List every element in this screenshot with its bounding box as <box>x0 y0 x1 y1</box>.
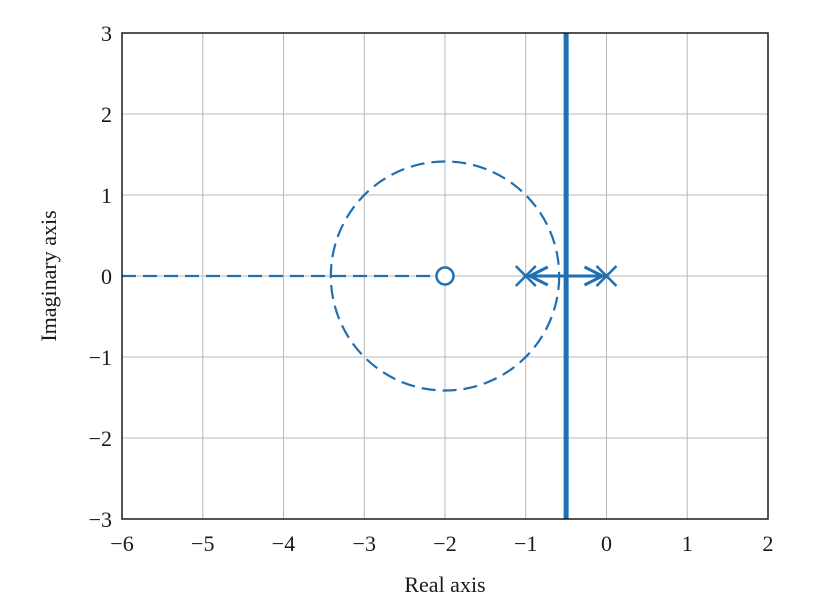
plot-frame <box>121 32 769 520</box>
pole-marker <box>595 265 618 287</box>
x-tick-label: −2 <box>433 531 456 556</box>
y-tick-label: −2 <box>89 426 112 451</box>
y-tick-label: 0 <box>101 264 112 289</box>
y-tick-label: −3 <box>89 507 112 532</box>
arrow-head <box>526 265 549 287</box>
y-tick-label: 3 <box>101 21 112 46</box>
arrow-head <box>583 265 606 287</box>
y-tick-labels: −3 −2 −1 0 1 2 3 <box>89 21 112 532</box>
pole-marker <box>514 265 537 287</box>
series-layer <box>122 33 607 519</box>
y-tick-label: 1 <box>101 183 112 208</box>
x-tick-label: −6 <box>110 531 133 556</box>
x-tick-label: −1 <box>514 531 537 556</box>
x-tick-label: 1 <box>682 531 693 556</box>
y-tick-label: 2 <box>101 102 112 127</box>
x-tick-label: 2 <box>763 531 774 556</box>
zero-marker <box>435 266 455 286</box>
x-tick-labels: −6 −5 −4 −3 −2 −1 0 1 2 <box>110 531 773 556</box>
x-axis-label: Real axis <box>404 572 485 597</box>
x-tick-label: −4 <box>272 531 295 556</box>
x-tick-label: −3 <box>353 531 376 556</box>
x-tick-label: 0 <box>601 531 612 556</box>
marker-layer <box>435 265 618 287</box>
y-tick-label: −1 <box>89 345 112 370</box>
y-axis-label: Imaginary axis <box>36 210 61 341</box>
x-tick-label: −5 <box>191 531 214 556</box>
